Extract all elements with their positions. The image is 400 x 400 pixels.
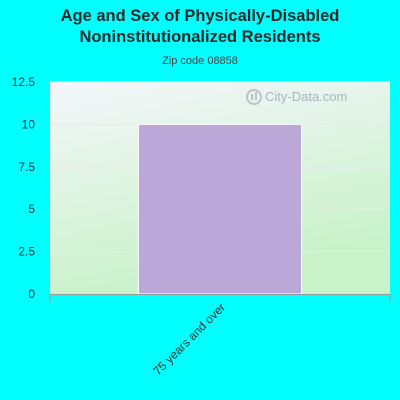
chart-title: Age and Sex of Physically-Disabled Nonin… bbox=[0, 6, 400, 48]
bars bbox=[137, 123, 303, 295]
y-tick-label: 2.5 bbox=[18, 245, 35, 259]
y-tick-label: 7.5 bbox=[18, 160, 35, 174]
x-axis: 75 years and over bbox=[49, 294, 391, 378]
chart-title-line2: Noninstitutionalized Residents bbox=[79, 28, 321, 46]
bar bbox=[137, 123, 303, 295]
y-tick-label: 12.5 bbox=[12, 75, 36, 89]
chart-title-line1: Age and Sex of Physically-Disabled bbox=[60, 7, 340, 25]
watermark: City-Data.com bbox=[246, 89, 347, 105]
y-tick-label: 0 bbox=[28, 287, 35, 301]
chart-subtitle: Zip code 08858 bbox=[162, 55, 238, 67]
y-axis: 0 2.5 5 7.5 10 12.5 bbox=[12, 75, 36, 301]
y-tick-label: 10 bbox=[22, 117, 36, 131]
y-tick-label: 5 bbox=[28, 202, 35, 216]
watermark-icon bbox=[246, 89, 262, 105]
watermark-text: City-Data.com bbox=[265, 89, 347, 104]
x-tick-label: 75 years and over bbox=[150, 300, 228, 378]
